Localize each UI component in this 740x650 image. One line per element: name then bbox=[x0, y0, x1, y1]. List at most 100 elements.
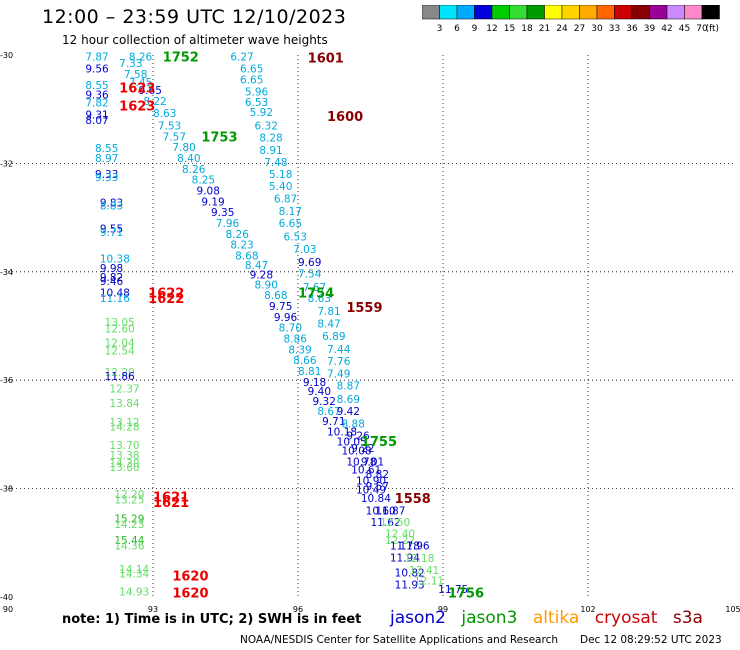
wave-height-point: 8.17 bbox=[279, 206, 302, 218]
scale-label: 39 bbox=[644, 24, 656, 34]
wave-height-point: 9.40 bbox=[308, 386, 331, 398]
wave-height-point: 5.18 bbox=[269, 169, 292, 181]
wave-height-point: 14.93 bbox=[119, 587, 149, 599]
wave-height-point: 10.61 bbox=[351, 465, 381, 477]
wave-height-point: 13.05 bbox=[105, 317, 135, 329]
scale-label: 30 bbox=[591, 24, 603, 34]
wave-height-point: 6.87 bbox=[274, 194, 297, 206]
wave-height-point: 8.83 bbox=[100, 201, 123, 213]
scale-label: 70 bbox=[696, 24, 708, 34]
legend-s3a: s3a bbox=[672, 608, 703, 628]
wave-height-point: 8.55 bbox=[95, 143, 118, 155]
generated-date: Dec 12 08:29:52 UTC 2023 bbox=[580, 634, 722, 646]
pass-time-label: 1558 bbox=[395, 492, 431, 507]
wave-height-point: 9.33 bbox=[95, 172, 118, 184]
wave-height-point: 8.47 bbox=[317, 318, 340, 330]
wave-height-point: 8.90 bbox=[255, 279, 278, 291]
wave-height-point: 12.37 bbox=[110, 383, 140, 395]
wave-height-point: 7.87 bbox=[85, 52, 108, 64]
scale-label: 6 bbox=[454, 24, 460, 34]
wave-height-point: 9.35 bbox=[211, 207, 234, 219]
y-tick-label: -34 bbox=[0, 268, 13, 277]
wave-height-point: 11.96 bbox=[400, 541, 430, 553]
wave-height-point: 9.26 bbox=[346, 430, 370, 442]
wave-height-point: 10.90 bbox=[356, 475, 386, 487]
wave-height-point: 9.32 bbox=[313, 396, 336, 408]
wave-height-point: 8.26 bbox=[226, 229, 250, 241]
pass-time-label: 1752 bbox=[163, 51, 199, 66]
wave-height-point: 11.62 bbox=[371, 517, 401, 529]
wave-height-point: 8.28 bbox=[259, 132, 282, 144]
wave-height-point: 7.44 bbox=[327, 344, 351, 356]
wave-height-point: 8.22 bbox=[143, 96, 166, 108]
wave-height-point: 9.65 bbox=[139, 85, 162, 97]
pass-time-label: 1754 bbox=[298, 286, 334, 301]
satellite-legend: jason2 jason3 altika cryosat s3a bbox=[390, 608, 713, 628]
pass-time-label: 1623 bbox=[119, 82, 155, 97]
wave-height-point: 8.86 bbox=[284, 333, 308, 345]
x-tick-label: 105 bbox=[725, 605, 740, 614]
x-tick-label: 90 bbox=[3, 605, 13, 614]
scale-label: 21 bbox=[539, 24, 550, 34]
wave-height-point: 9.69 bbox=[298, 257, 321, 269]
wave-height-point: 11.93 bbox=[395, 580, 425, 592]
wave-height-point: 11.78 bbox=[390, 541, 420, 553]
wave-height-point: 5.96 bbox=[245, 86, 269, 98]
wave-height-point: 7.53 bbox=[158, 120, 181, 132]
wave-height-point: 12.22 bbox=[385, 535, 415, 547]
wave-height-point: 12.40 bbox=[385, 529, 415, 541]
wave-height-point: 9.31 bbox=[85, 110, 108, 122]
wave-height-point: 9.71 bbox=[100, 227, 123, 239]
y-tick-label: -40 bbox=[0, 593, 13, 602]
wave-height-point: 9.18 bbox=[303, 377, 326, 389]
wave-height-point: 9.22 bbox=[351, 443, 374, 455]
wave-height-point: 9.42 bbox=[337, 406, 360, 418]
wave-height-point: 13.84 bbox=[110, 398, 140, 410]
wave-height-point: 8.70 bbox=[279, 323, 302, 335]
wave-height-point: 9.82 bbox=[100, 272, 123, 284]
wave-height-point: 10.82 bbox=[395, 568, 425, 580]
wave-height-point: 6.53 bbox=[245, 97, 268, 109]
wave-height-point: 7.67 bbox=[303, 282, 326, 294]
wave-height-point: 10.18 bbox=[327, 427, 357, 439]
wave-height-point: 12.04 bbox=[105, 337, 135, 349]
wave-height-point: 8.39 bbox=[288, 344, 311, 356]
wave-height-point: 9.83 bbox=[100, 197, 123, 209]
scale-label: 9 bbox=[472, 24, 478, 34]
y-tick-label: -38 bbox=[0, 485, 13, 494]
scale-label: 42 bbox=[661, 24, 672, 34]
wave-height-point: 15.29 bbox=[114, 513, 144, 525]
legend-jason2: jason2 bbox=[390, 608, 446, 628]
wave-height-point: 8.66 bbox=[293, 355, 317, 367]
scale-swatch bbox=[701, 5, 720, 20]
scale-label: 36 bbox=[626, 24, 638, 34]
wave-height-point: 13.12 bbox=[110, 417, 140, 429]
wave-height-point: 14.28 bbox=[110, 421, 140, 433]
wave-height-point: 13.25 bbox=[114, 494, 144, 506]
scale-label: 12 bbox=[486, 24, 497, 34]
pass-time-label: 1622 bbox=[148, 286, 184, 301]
wave-height-point: 7.81 bbox=[317, 306, 340, 318]
wave-height-point: 9.96 bbox=[274, 312, 298, 324]
color-scale-bar: 3 6 9 12 15 18 21 24 27 30 33 36 39 42 45 70(ft) bbox=[422, 5, 720, 34]
wave-height-point: 12.60 bbox=[105, 324, 135, 336]
wave-height-point: 5.92 bbox=[250, 107, 273, 119]
wave-height-point: 7.33 bbox=[119, 58, 142, 70]
pass-time-label: 1600 bbox=[327, 110, 363, 125]
x-tick-label: 102 bbox=[580, 605, 595, 614]
wave-height-point: 8.63 bbox=[308, 293, 331, 305]
scale-unit: (ft) bbox=[706, 24, 720, 34]
wave-height-point: 9.33 bbox=[95, 169, 118, 181]
wave-height-point: 8.68 bbox=[235, 251, 258, 263]
pass-time-label: 1620 bbox=[172, 569, 208, 584]
wave-height-point: 12.54 bbox=[105, 345, 135, 357]
wave-height-point: 8.82 bbox=[366, 469, 389, 481]
wave-height-point: 12.11 bbox=[414, 576, 444, 588]
wave-height-point: 6.65 bbox=[240, 64, 263, 76]
wave-height-point: 13.60 bbox=[110, 462, 140, 474]
wave-height-point: 14.34 bbox=[119, 569, 149, 581]
legend-cryosat: cryosat bbox=[594, 608, 658, 628]
pass-time-label: 1559 bbox=[346, 301, 382, 316]
wave-height-point: 11.94 bbox=[390, 552, 420, 564]
wave-height-point: 9.57 bbox=[366, 481, 389, 493]
